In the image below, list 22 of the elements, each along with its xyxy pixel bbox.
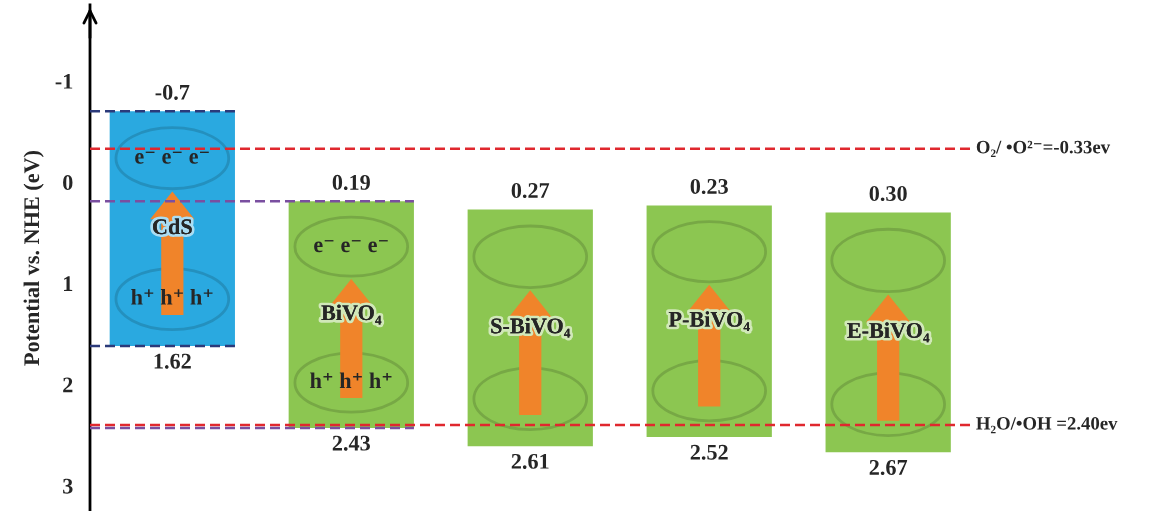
annotation: 1.62 [154, 353, 191, 369]
annotation: e⁻ e⁻ e⁻ [314, 240, 388, 253]
annotation: 0.19 [332, 174, 370, 190]
annotation: 2.61 [511, 453, 549, 469]
annotation: 2.67 [869, 459, 908, 475]
annotation: 2.43 [332, 435, 370, 451]
annotation: -0.7 [155, 84, 190, 100]
y-tick-label: -1 [55, 73, 73, 89]
y-tick-label: 0 [63, 175, 73, 191]
annotation: 0.23 [690, 178, 728, 195]
annotation: h⁺ h⁺ h⁺ [131, 289, 213, 305]
y-axis-title: Potential vs. NHE (eV) [23, 150, 44, 366]
y-tick-label: 2 [63, 377, 73, 393]
y-tick-label: 1 [64, 276, 73, 292]
y-tick-label: 3 [63, 478, 73, 494]
annotation: 0.27 [511, 182, 550, 199]
annotation: 2.52 [690, 444, 728, 460]
annotation: h⁺ h⁺ h⁺ [310, 372, 392, 389]
annotation: 0.30 [869, 186, 907, 202]
ref-line-label: H₂O/•OH =2.40ev [976, 417, 1118, 434]
annotation: e⁻ e⁻ e⁻ [135, 151, 209, 164]
ref-line-label: O₂/ •O²⁻=-0.33ev [976, 140, 1111, 157]
